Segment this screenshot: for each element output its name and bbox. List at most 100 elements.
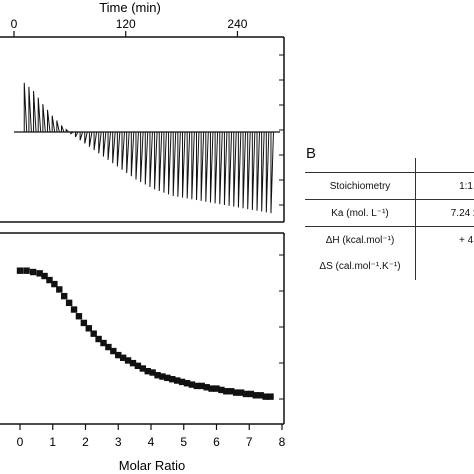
time-tick-label: 240 xyxy=(227,17,247,31)
isotherm-point xyxy=(178,378,186,386)
isotherm-point xyxy=(100,339,107,347)
molar-ratio-axis-label: Molar Ratio xyxy=(119,458,185,473)
param-value: + 4.66 xyxy=(458,235,474,246)
isotherm-point xyxy=(139,365,147,372)
injection-peak xyxy=(195,131,200,201)
injection-peak xyxy=(33,90,37,133)
injection-peak xyxy=(168,131,172,195)
isotherm-point xyxy=(164,374,171,382)
iso-ticks: 0 1 2 3 4 5 6 7 8 xyxy=(17,254,286,449)
injection-peak xyxy=(37,97,42,133)
injection-peak xyxy=(177,131,181,197)
time-tick-label: 120 xyxy=(116,17,136,31)
time-axis-label: Time (min) xyxy=(99,0,161,15)
injection-peak xyxy=(228,131,233,206)
injection-peak xyxy=(261,131,265,212)
isotherm-point xyxy=(119,354,127,361)
panel-b-label: B xyxy=(306,145,317,162)
injection-peak xyxy=(60,125,65,133)
injection-peak xyxy=(219,131,223,205)
isotherm-point xyxy=(208,385,215,392)
isotherm-point xyxy=(51,280,58,288)
injection-peak xyxy=(154,131,158,190)
injection-peak xyxy=(186,131,191,199)
injection-peak xyxy=(102,131,107,157)
injection-peak xyxy=(158,131,163,192)
injection-peak xyxy=(79,131,84,141)
molar-ratio-tick-label: 6 xyxy=(213,435,220,449)
injection-peak xyxy=(121,131,125,170)
injection-peak xyxy=(191,131,195,200)
isotherm-point xyxy=(262,393,269,400)
molar-ratio-tick-label: 4 xyxy=(148,435,155,449)
isotherm-point xyxy=(252,392,259,399)
injection-peak xyxy=(130,131,135,177)
injection-peak xyxy=(107,131,112,160)
injection-peak xyxy=(163,131,167,193)
isotherm-point xyxy=(144,367,151,375)
injection-peak xyxy=(209,131,214,203)
isotherm-point xyxy=(90,330,97,337)
molar-ratio-tick-label: 5 xyxy=(180,435,187,449)
thermo-params-table: Stoichiometry 1:1.96 Ka (mol. L⁻¹) 7.24 … xyxy=(305,158,474,280)
injection-peak xyxy=(98,131,102,154)
injection-peak xyxy=(237,131,242,208)
isotherm-point xyxy=(29,268,37,276)
molar-ratio-tick-label: 1 xyxy=(49,435,56,449)
isotherm-point xyxy=(115,351,122,359)
injection-peak xyxy=(116,131,121,167)
isotherm-point xyxy=(247,390,255,398)
isotherm-point xyxy=(56,286,63,293)
injection-peak xyxy=(265,131,270,213)
injection-peak xyxy=(42,104,46,133)
isotherm-point xyxy=(124,357,132,364)
param-value: 7.24 x 10( xyxy=(450,208,474,219)
isotherm-point xyxy=(154,372,161,379)
isotherm-point xyxy=(105,343,112,351)
molar-ratio-tick-label: 7 xyxy=(246,435,253,449)
injection-peak xyxy=(205,131,209,202)
injection-peak xyxy=(112,131,116,164)
table-row: ΔS (cal.mol⁻¹.K⁻¹) xyxy=(305,253,474,279)
injection-peak xyxy=(65,128,69,133)
injection-peak xyxy=(47,109,51,133)
isotherm-point xyxy=(159,373,166,380)
isotherm-point xyxy=(193,382,201,390)
isotherm-point xyxy=(41,272,48,280)
thermogram-trace xyxy=(14,82,280,214)
isotherm-point xyxy=(242,390,250,398)
injection-peak xyxy=(247,131,251,210)
table-row: ΔH (kcal.mol⁻¹) + 4.66 xyxy=(305,226,474,253)
isotherm-point xyxy=(203,384,210,391)
isotherm-point xyxy=(223,388,230,395)
isotherm-point xyxy=(183,380,191,387)
molar-ratio-tick-label: 0 xyxy=(17,435,24,449)
table-divider xyxy=(415,158,416,280)
injection-peak xyxy=(233,131,237,207)
param-label: ΔS (cal.mol⁻¹.K⁻¹) xyxy=(319,261,401,272)
isotherm-point xyxy=(237,389,245,396)
isotherm-point xyxy=(174,377,181,384)
injection-peak xyxy=(23,82,28,133)
injection-peak xyxy=(256,131,260,211)
molar-ratio-tick-label: 8 xyxy=(279,435,286,449)
injection-peak xyxy=(74,131,79,138)
isotherm-point xyxy=(75,313,83,320)
isotherm-point xyxy=(110,347,117,355)
injection-peak xyxy=(88,131,93,147)
isotherm-point xyxy=(149,369,156,376)
injection-peak xyxy=(135,131,139,180)
injection-peak xyxy=(214,131,219,204)
isotherm-points xyxy=(16,267,274,400)
injection-peak xyxy=(242,131,247,209)
isotherm-point xyxy=(213,385,220,392)
injection-peak xyxy=(149,131,153,187)
table-row: Stoichiometry 1:1.96 xyxy=(305,172,474,199)
isotherm-point xyxy=(129,359,137,367)
isotherm-point xyxy=(65,299,73,307)
param-label: Stoichiometry xyxy=(329,181,391,192)
isotherm-point xyxy=(232,389,240,396)
thermo-ticks: 0 120 240 xyxy=(11,17,284,206)
isotherm-point xyxy=(80,319,88,327)
